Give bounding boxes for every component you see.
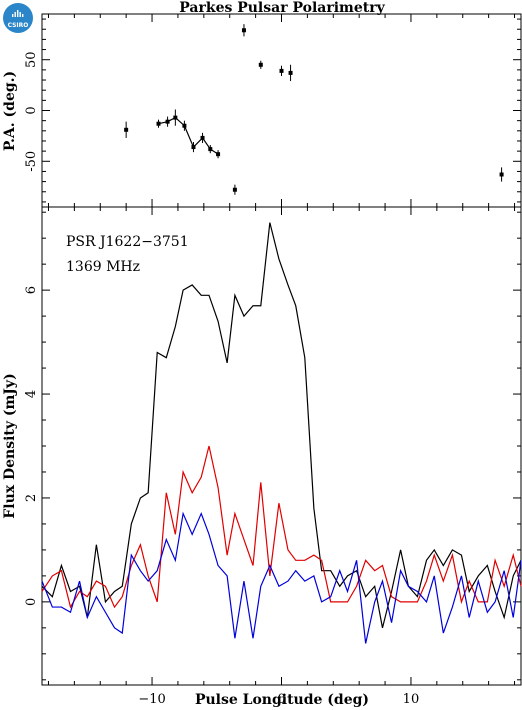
pa-point	[216, 152, 221, 157]
pa-point	[258, 62, 263, 67]
csiro-logo-bar	[12, 14, 14, 17]
pa-y-axis-title: P.A. (deg.)	[2, 71, 18, 151]
pulsar-name-annotation: PSR J1622−3751	[66, 234, 189, 250]
pa-point	[232, 187, 237, 192]
pa-point	[124, 127, 129, 132]
flux-y-tick-label: 6	[24, 286, 39, 294]
csiro-logo-bar	[14, 12, 16, 17]
flux-x-tick-label: 0	[277, 692, 285, 707]
flux-y-axis-title: Flux Density (mJy)	[2, 373, 18, 518]
flux-panel-frame	[41, 206, 522, 686]
csiro-logo-bar	[22, 14, 24, 17]
csiro-logo-bar	[17, 10, 19, 17]
flux-circular-polarization-line	[41, 511, 522, 644]
pa-point	[241, 28, 246, 33]
flux-linear-polarization-line	[41, 445, 522, 609]
pa-point	[208, 147, 213, 152]
pa-point	[499, 172, 504, 177]
flux-total-intensity-line	[41, 222, 522, 628]
x-axis-title: Pulse Longitude (deg)	[195, 692, 369, 708]
pa-point	[288, 70, 293, 75]
pa-point	[182, 123, 187, 128]
flux-y-tick-label: 4	[24, 390, 39, 398]
flux-y-ticks: 0 2 4 6	[24, 211, 521, 681]
pa-point	[279, 68, 284, 73]
pa-y-ticks: -50 0 50	[24, 18, 521, 203]
pa-point	[200, 135, 205, 140]
pa-y-tick-label: 0	[24, 106, 39, 114]
csiro-logo: CSIRO	[3, 3, 33, 33]
csiro-logo-text: CSIRO	[8, 22, 29, 29]
flux-series	[41, 222, 522, 644]
chart-title: Parkes Pulsar Polarimetry	[179, 0, 385, 16]
flux-x-ticks: −10 0 10	[47, 207, 516, 707]
flux-x-tick-label: −10	[138, 692, 165, 707]
pa-y-tick-label: -50	[24, 151, 39, 172]
flux-y-tick-label: 0	[24, 598, 39, 606]
pa-point	[156, 121, 161, 126]
pa-point	[191, 145, 196, 150]
pa-y-tick-label: 50	[24, 51, 39, 68]
pa-point	[165, 119, 170, 124]
csiro-logo-bar	[19, 12, 21, 17]
csiro-logo-icon	[3, 3, 33, 33]
csiro-logo-bars-icon	[12, 10, 24, 17]
flux-x-tick-label: 10	[403, 692, 420, 707]
frequency-annotation: 1369 MHz	[66, 259, 140, 275]
pa-x-ticks	[47, 14, 516, 207]
pa-panel-frame	[41, 13, 522, 208]
pa-point	[173, 115, 178, 120]
flux-y-tick-label: 2	[24, 494, 39, 502]
pa-points	[124, 24, 504, 195]
